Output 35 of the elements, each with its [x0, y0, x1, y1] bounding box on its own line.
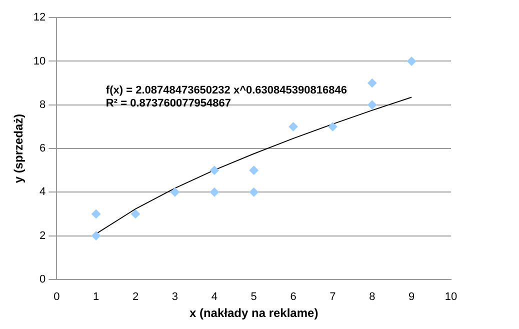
- x-tick-label: 1: [93, 291, 100, 304]
- y-tick-label: 4: [40, 186, 46, 198]
- y-axis-title: y (sprzedaż): [12, 114, 26, 184]
- x-axis-title: x (nakłady na reklame): [189, 306, 318, 320]
- point: [368, 78, 377, 88]
- y-tick-label: 0: [40, 273, 46, 286]
- point: [249, 166, 258, 175]
- x-tick-label: 3: [172, 291, 178, 304]
- y-tick-label: 2: [40, 230, 46, 242]
- point: [92, 231, 101, 240]
- x-tick-label: 2: [132, 291, 139, 304]
- annotation: R² = 0.873760077954867: [106, 98, 232, 110]
- y-tick-label: 6: [40, 142, 46, 155]
- x-tick-label: 4: [211, 291, 218, 304]
- point: [210, 166, 219, 175]
- x-tick-label: 9: [408, 291, 415, 304]
- y-tick-label: 12: [33, 12, 46, 24]
- point: [170, 188, 180, 197]
- annotation: f(x) = 2.08748473650232 x^0.630845390816846: [106, 84, 347, 97]
- x-tick-label: 0: [54, 291, 60, 304]
- point: [407, 56, 416, 66]
- point: [249, 188, 258, 197]
- point: [288, 122, 298, 132]
- y-tick-label: 10: [33, 55, 46, 68]
- point: [92, 209, 101, 218]
- x-tick-label: 5: [250, 291, 257, 304]
- y-tick-label: 8: [40, 98, 46, 111]
- point: [328, 122, 338, 132]
- x-tick-label: 7: [330, 291, 336, 304]
- x-tick-label: 10: [444, 291, 458, 304]
- point: [210, 188, 219, 197]
- point: [368, 100, 377, 110]
- x-tick-label: 6: [290, 291, 296, 304]
- point: [131, 209, 140, 218]
- x-tick-label: 8: [369, 291, 376, 304]
